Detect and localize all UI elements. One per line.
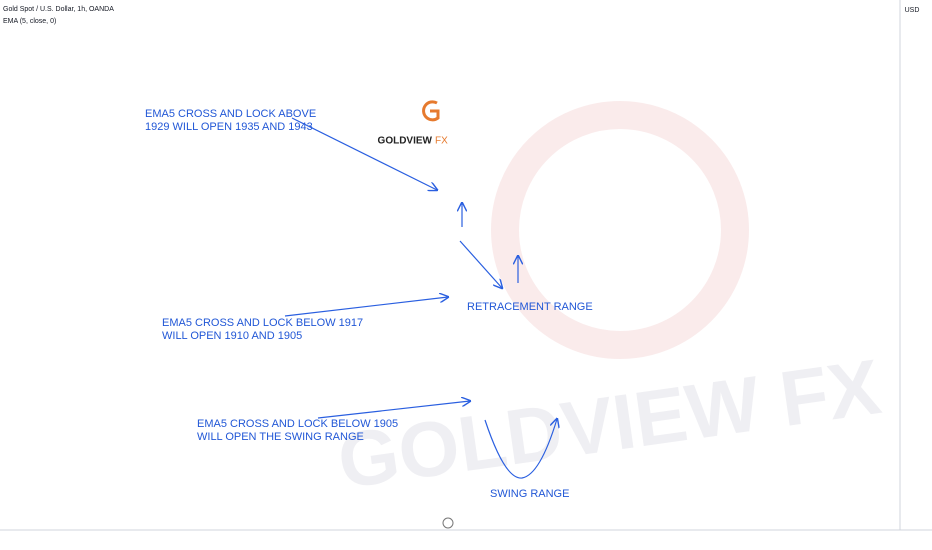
- logo-icon: [422, 100, 440, 122]
- annotation: EMA5 CROSS AND LOCK BELOW 1905: [197, 418, 398, 430]
- annotation: WILL OPEN 1910 AND 1905: [162, 330, 302, 342]
- annotation: 1929 WILL OPEN 1935 AND 1943: [145, 121, 313, 133]
- arrow: [484, 419, 557, 479]
- arrow: [317, 401, 470, 419]
- replay-icon[interactable]: [442, 517, 454, 529]
- currency-label: USD: [905, 7, 920, 14]
- annotation: WILL OPEN THE SWING RANGE: [197, 431, 364, 443]
- annotation: RETRACEMENT RANGE: [467, 301, 593, 313]
- annotation: EMA5 CROSS AND LOCK BELOW 1917: [162, 317, 363, 329]
- arrow: [291, 117, 437, 190]
- arrow: [459, 240, 502, 288]
- arrow: [284, 297, 448, 317]
- logo-text: GOLDVIEW: [378, 136, 433, 147]
- annotation: SWING RANGE: [490, 488, 569, 500]
- symbol-title: Gold Spot / U.S. Dollar, 1h, OANDA: [3, 6, 114, 13]
- indicator-label: EMA (5, close, 0): [3, 18, 56, 25]
- price-axis: [900, 0, 932, 550]
- annotation: EMA5 CROSS AND LOCK ABOVE: [145, 108, 316, 120]
- logo-suffix: FX: [435, 136, 448, 147]
- watermark-logo: [491, 101, 749, 359]
